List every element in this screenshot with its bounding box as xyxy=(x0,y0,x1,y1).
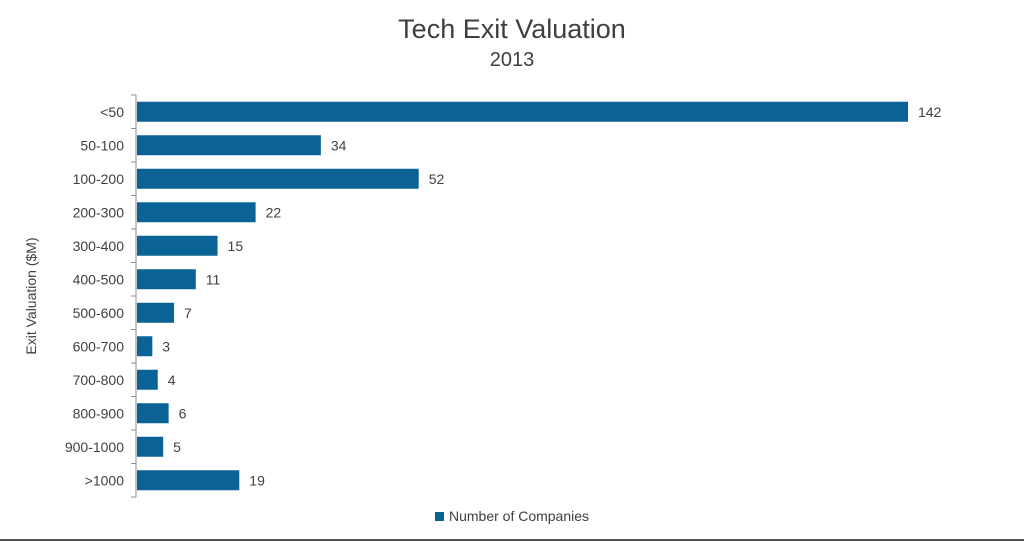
category-label: 900-1000 xyxy=(65,439,124,455)
data-label: 142 xyxy=(918,104,942,120)
category-label: 300-400 xyxy=(73,238,125,254)
data-label: 5 xyxy=(173,439,181,455)
category-label: 400-500 xyxy=(73,271,125,287)
data-label: 19 xyxy=(249,472,265,488)
bar xyxy=(137,403,169,424)
category-label: <50 xyxy=(100,104,124,120)
data-label: 3 xyxy=(162,338,170,354)
bar xyxy=(137,101,908,122)
data-label: 15 xyxy=(228,238,244,254)
category-label: 600-700 xyxy=(73,338,125,354)
category-label: 700-800 xyxy=(73,372,125,388)
legend-label: Number of Companies xyxy=(448,508,590,524)
bar xyxy=(137,269,196,290)
bar xyxy=(137,369,158,390)
category-label: 500-600 xyxy=(73,305,125,321)
bar xyxy=(137,235,218,256)
category-label: >1000 xyxy=(85,472,125,488)
chart-subtitle: 2013 xyxy=(489,49,535,71)
category-label: 100-200 xyxy=(73,171,125,187)
category-label: 800-900 xyxy=(73,405,125,421)
bar xyxy=(137,202,256,223)
bar xyxy=(137,302,175,323)
data-label: 11 xyxy=(206,271,221,287)
data-label: 52 xyxy=(429,171,445,187)
data-label: 22 xyxy=(266,204,282,220)
category-label: 200-300 xyxy=(73,204,125,220)
data-label: 4 xyxy=(168,372,176,388)
bar xyxy=(137,135,321,156)
bar xyxy=(137,336,153,357)
data-label: 7 xyxy=(184,305,192,321)
chart-title: Tech Exit Valuation xyxy=(398,14,626,44)
legend: Number of Companies xyxy=(0,507,1024,525)
bar xyxy=(137,470,240,491)
legend-swatch xyxy=(434,512,444,521)
data-label: 34 xyxy=(331,137,347,153)
category-label: 50-100 xyxy=(80,137,124,153)
data-label: 6 xyxy=(179,405,187,421)
bar xyxy=(137,168,419,189)
bar xyxy=(137,436,164,457)
